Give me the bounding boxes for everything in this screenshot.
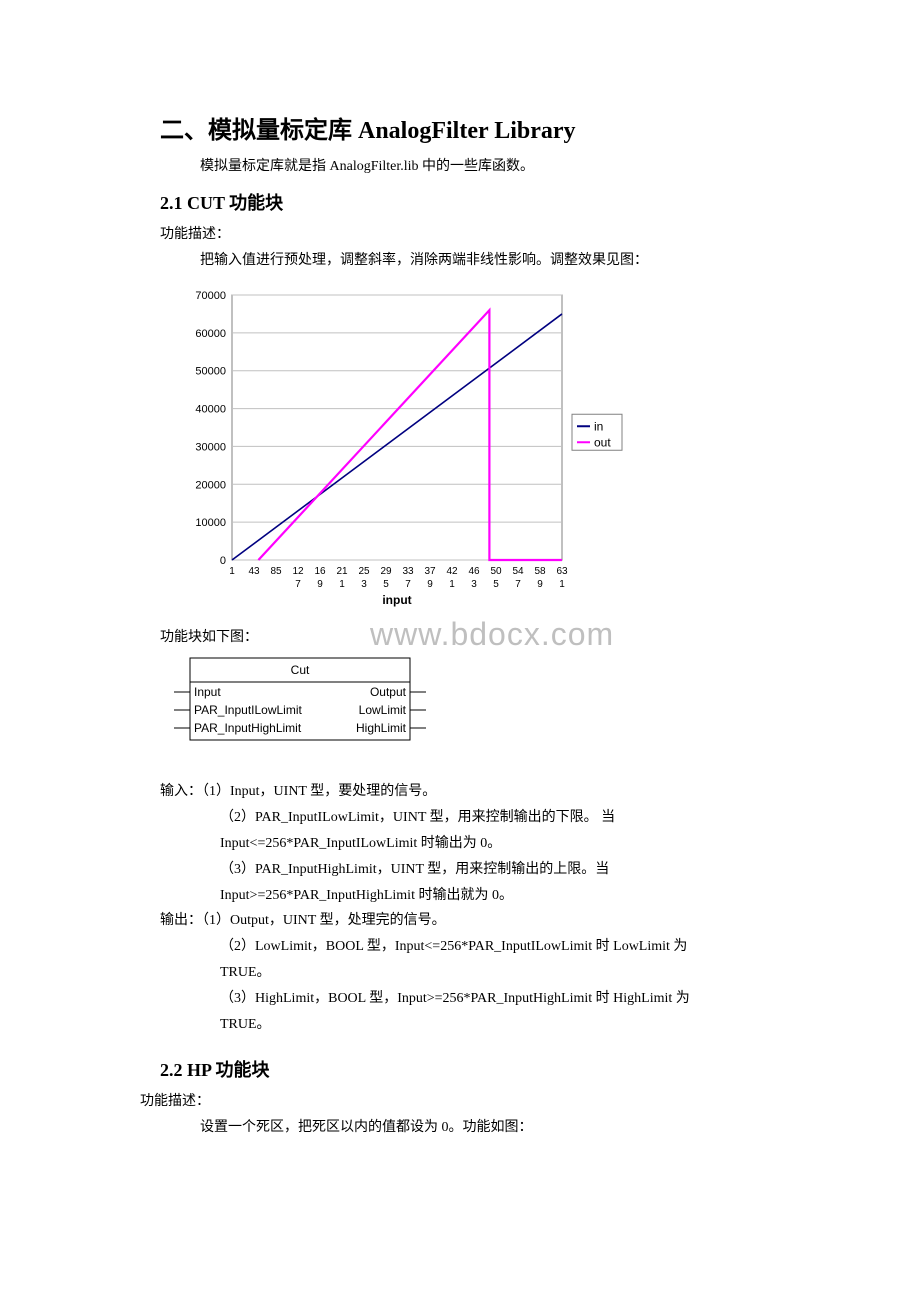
io-out3b: TRUE。 bbox=[220, 1012, 780, 1038]
s21-desc-text: 把输入值进行预处理，调整斜率，消除两端非线性影响。调整效果见图： bbox=[200, 249, 780, 269]
io-in3: （3）PAR_InputHighLimit，UINT 型，用来控制输出的上限。当 bbox=[220, 857, 780, 883]
s22-desc-label: 功能描述： bbox=[140, 1090, 780, 1110]
s22-desc-text: 设置一个死区，把死区以内的值都设为 0。功能如图： bbox=[200, 1116, 780, 1136]
svg-text:LowLimit: LowLimit bbox=[359, 703, 407, 717]
svg-text:21: 21 bbox=[336, 566, 348, 577]
svg-text:7: 7 bbox=[405, 579, 411, 590]
svg-text:3: 3 bbox=[471, 579, 477, 590]
svg-text:63: 63 bbox=[556, 566, 568, 577]
svg-text:42: 42 bbox=[446, 566, 458, 577]
svg-text:20000: 20000 bbox=[195, 479, 226, 491]
svg-text:7: 7 bbox=[295, 579, 301, 590]
io-out2b: TRUE。 bbox=[220, 960, 780, 986]
svg-text:10000: 10000 bbox=[195, 517, 226, 529]
page-title: 二、模拟量标定库 AnalogFilter Library bbox=[160, 110, 780, 145]
svg-text:PAR_InputILowLimit: PAR_InputILowLimit bbox=[194, 703, 302, 717]
svg-text:30000: 30000 bbox=[195, 441, 226, 453]
svg-text:37: 37 bbox=[424, 566, 436, 577]
io-description: 输入：（1）Input，UINT 型，要处理的信号。 （2）PAR_InputI… bbox=[160, 779, 780, 1038]
fb-label: 功能块如下图： bbox=[160, 626, 780, 646]
svg-text:5: 5 bbox=[493, 579, 499, 590]
svg-text:Cut: Cut bbox=[291, 663, 310, 677]
svg-text:PAR_InputHighLimit: PAR_InputHighLimit bbox=[194, 721, 302, 735]
svg-text:46: 46 bbox=[468, 566, 480, 577]
io-out2: （2）LowLimit，BOOL 型，Input<=256*PAR_InputI… bbox=[220, 934, 780, 960]
s21-desc-label: 功能描述： bbox=[160, 223, 780, 243]
cut-function-block: Cut Input Output PAR_InputILowLimit LowLimit… bbox=[170, 656, 780, 761]
svg-text:33: 33 bbox=[402, 566, 414, 577]
svg-text:5: 5 bbox=[383, 579, 389, 590]
chart-svg: 0 10000 20000 30000 40000 50000 60000 70000 1 43 8… bbox=[170, 285, 630, 615]
svg-text:60000: 60000 bbox=[195, 328, 226, 340]
svg-text:9: 9 bbox=[317, 579, 323, 590]
svg-text:Output: Output bbox=[370, 685, 407, 699]
section-2-2-heading: 2.2 HP 功能块 bbox=[160, 1056, 780, 1082]
svg-text:HighLimit: HighLimit bbox=[356, 721, 407, 735]
svg-text:1: 1 bbox=[559, 579, 565, 590]
svg-text:16: 16 bbox=[314, 566, 326, 577]
section-2-1-heading: 2.1 CUT 功能块 bbox=[160, 189, 780, 215]
svg-text:54: 54 bbox=[512, 566, 524, 577]
svg-text:43: 43 bbox=[248, 566, 260, 577]
svg-text:1: 1 bbox=[339, 579, 345, 590]
io-in2b: Input<=256*PAR_InputILowLimit 时输出为 0。 bbox=[220, 831, 780, 857]
svg-text:7: 7 bbox=[515, 579, 521, 590]
svg-text:12: 12 bbox=[292, 566, 304, 577]
svg-text:85: 85 bbox=[270, 566, 282, 577]
svg-text:out: out bbox=[594, 435, 611, 449]
svg-text:in: in bbox=[594, 419, 603, 433]
svg-text:0: 0 bbox=[220, 555, 226, 567]
io-in1: （1）Input，UINT 型，要处理的信号。 bbox=[202, 784, 436, 799]
io-output-label: 输出： bbox=[160, 913, 202, 928]
svg-text:58: 58 bbox=[534, 566, 546, 577]
io-in3b: Input>=256*PAR_InputHighLimit 时输出就为 0。 bbox=[220, 883, 780, 909]
svg-text:9: 9 bbox=[427, 579, 433, 590]
svg-text:29: 29 bbox=[380, 566, 392, 577]
svg-text:70000: 70000 bbox=[195, 290, 226, 302]
svg-text:1: 1 bbox=[229, 566, 235, 577]
svg-text:input: input bbox=[382, 593, 411, 607]
svg-text:3: 3 bbox=[361, 579, 367, 590]
io-out3: （3）HighLimit，BOOL 型，Input>=256*PAR_Input… bbox=[220, 986, 780, 1012]
cut-chart: 0 10000 20000 30000 40000 50000 60000 70000 1 43 8… bbox=[170, 285, 780, 620]
svg-text:25: 25 bbox=[358, 566, 370, 577]
io-input-label: 输入： bbox=[160, 784, 202, 799]
intro-text: 模拟量标定库就是指 AnalogFilter.lib 中的一些库函数。 bbox=[200, 155, 780, 175]
io-out1: （1）Output，UINT 型，处理完的信号。 bbox=[202, 913, 446, 928]
svg-text:Input: Input bbox=[194, 685, 221, 699]
fb-svg: Cut Input Output PAR_InputILowLimit LowLimit… bbox=[170, 656, 430, 756]
svg-text:9: 9 bbox=[537, 579, 543, 590]
svg-text:50000: 50000 bbox=[195, 366, 226, 378]
svg-text:40000: 40000 bbox=[195, 404, 226, 416]
io-in2: （2）PAR_InputILowLimit，UINT 型，用来控制输出的下限。 … bbox=[220, 805, 780, 831]
svg-text:1: 1 bbox=[449, 579, 455, 590]
svg-text:50: 50 bbox=[490, 566, 502, 577]
